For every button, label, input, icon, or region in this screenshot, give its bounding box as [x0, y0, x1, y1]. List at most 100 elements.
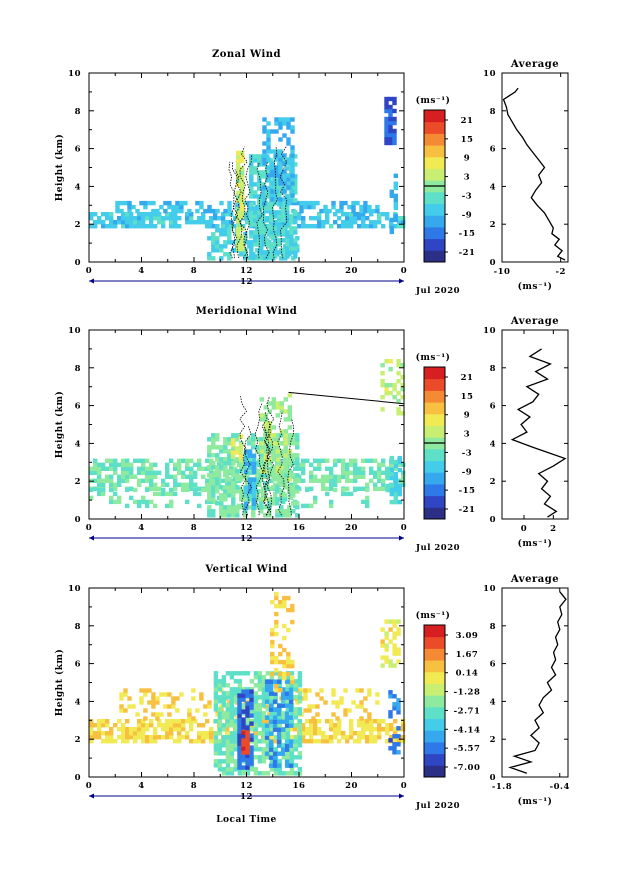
heatmap-cell — [269, 699, 275, 704]
heatmap-cell — [396, 627, 401, 632]
heatmap-cell — [139, 200, 144, 206]
heatmap-cell — [227, 457, 232, 462]
heatmap-cell — [270, 173, 275, 178]
heatmap-cell — [264, 723, 270, 728]
colorbar-swatch — [424, 683, 445, 696]
heatmap-cell — [261, 230, 266, 235]
heatmap-cell — [313, 499, 318, 505]
heatmap-cell — [295, 505, 300, 510]
heatmap-cell — [286, 117, 291, 122]
heatmap-cell — [397, 499, 402, 505]
heatmap-cell — [249, 697, 254, 702]
heatmap-cell — [249, 721, 254, 726]
heatmap-cell — [388, 96, 393, 102]
heatmap-cell — [285, 198, 290, 203]
heatmap-cell — [267, 712, 272, 717]
heatmap-cell — [337, 739, 342, 744]
heatmap-cell — [165, 216, 170, 221]
heatmap-cell — [285, 735, 291, 740]
heatmap-cell — [251, 481, 257, 486]
heatmap-cell — [225, 763, 231, 768]
heatmap-cell — [392, 663, 397, 668]
heatmap-cell — [281, 210, 286, 215]
heatmap-cell — [329, 224, 334, 229]
heatmap-cell — [400, 395, 405, 400]
heatmap-cell — [197, 739, 202, 744]
heatmap-cell — [145, 723, 150, 728]
heatmap-cell — [241, 703, 247, 708]
heatmap-cell — [153, 212, 158, 217]
heatmap-cell — [157, 735, 162, 740]
colorbar-swatch — [424, 695, 445, 708]
heatmap-cell — [270, 659, 275, 665]
heatmap-cell — [261, 182, 266, 187]
heatmap-cell — [285, 202, 290, 207]
heatmap-cell — [141, 212, 146, 217]
heatmap-cell — [270, 671, 275, 677]
heatmap-cell — [121, 731, 126, 736]
heatmap-cell — [223, 445, 228, 450]
heatmap-cell — [290, 117, 295, 122]
heatmap-cell — [388, 367, 393, 372]
profile-y-tick-label: 10 — [483, 584, 496, 594]
heatmap-cell — [397, 216, 402, 221]
heatmap-cell — [365, 739, 370, 744]
heatmap-cell — [157, 470, 162, 475]
heatmap-cell — [233, 466, 238, 471]
heatmap-cell — [257, 250, 262, 255]
heatmap-cell — [329, 486, 334, 491]
heatmap-cell — [392, 647, 397, 652]
heatmap-cell — [167, 712, 172, 717]
heatmap-cell — [279, 429, 284, 434]
heatmap-cell — [287, 413, 292, 418]
heatmap-cell — [281, 755, 287, 760]
heatmap-cell — [213, 759, 219, 764]
heatmap-cell — [263, 453, 268, 458]
heatmap-cell — [205, 458, 210, 463]
heatmap-cell — [249, 254, 254, 259]
heatmap-cell — [105, 224, 110, 229]
heatmap-cell — [227, 493, 232, 498]
colorbar-swatch — [424, 402, 445, 415]
x-tick-label: 16 — [293, 523, 306, 533]
heatmap-cell — [276, 751, 282, 756]
heatmap-cell — [93, 723, 98, 728]
heatmap-cell — [396, 407, 401, 412]
heatmap-cell — [97, 220, 102, 225]
heatmap-cell — [145, 739, 150, 744]
heatmap-cell — [169, 458, 174, 463]
heatmap-cell — [245, 220, 250, 225]
heatmap-cell — [221, 703, 227, 708]
heatmap-cell — [307, 200, 312, 206]
heatmap-cell — [225, 703, 231, 708]
heatmap-cell — [392, 750, 397, 755]
heatmap-cell — [261, 190, 266, 195]
heatmap-cell — [169, 216, 174, 221]
heatmap-cell — [341, 470, 346, 475]
colorbar-tick-label: 21 — [461, 373, 474, 383]
heatmap-cell — [375, 208, 380, 214]
heatmap-cell — [217, 687, 223, 692]
heatmap-cell — [279, 441, 284, 446]
heatmap-cell — [217, 679, 223, 684]
heatmap-cell — [277, 771, 283, 776]
heatmap-cell — [229, 466, 234, 471]
heatmap-cell — [127, 208, 132, 214]
heatmap-cell — [229, 759, 235, 764]
heatmap-cell — [275, 513, 280, 518]
colorbar-swatch — [424, 250, 445, 263]
heatmap-cell — [297, 723, 303, 728]
x-tick-label: 20 — [345, 266, 358, 276]
heatmap-cell — [273, 735, 279, 740]
heatmap-cell — [125, 224, 130, 229]
heatmap-cell — [297, 675, 303, 680]
heatmap-cell — [93, 466, 98, 471]
heatmap-cell — [257, 186, 262, 191]
heatmap-cell — [219, 497, 224, 502]
heatmap-cell — [315, 712, 320, 717]
heatmap-cell — [361, 216, 366, 221]
heatmap-cell — [377, 220, 382, 225]
colorbar-tick-label: -5.57 — [454, 744, 481, 754]
chart-title: Zonal Wind — [212, 49, 281, 60]
heatmap-cell — [313, 723, 318, 728]
